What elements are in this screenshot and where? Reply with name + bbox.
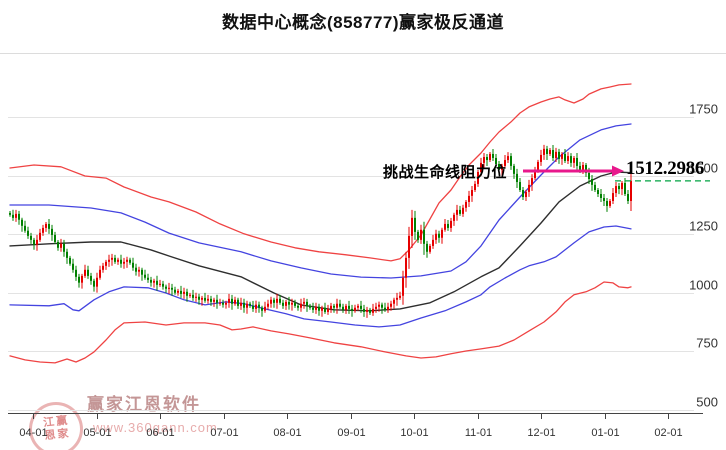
x-tick-label: 01-01 <box>591 427 619 439</box>
title-divider <box>0 53 726 54</box>
x-tick-label: 04-01 <box>19 427 47 439</box>
y-tick-label: 1750 <box>689 102 718 117</box>
candlesticks[interactable] <box>9 144 632 318</box>
x-tick-label: 07-01 <box>210 427 238 439</box>
annotation-price-value: 1512.2986 <box>626 158 705 179</box>
watermark-brand: 赢家江恩软件 <box>87 395 201 414</box>
y-tick-label: 500 <box>696 395 718 410</box>
y-tick-label: 1500 <box>689 161 718 176</box>
gridlines <box>8 117 694 411</box>
page-title: 数据中心概念(858777)赢家极反通道 <box>221 13 505 32</box>
x-tick-label: 10-01 <box>400 427 428 439</box>
x-tick-label: 05-01 <box>83 427 111 439</box>
lifeline-line <box>9 171 632 312</box>
x-tick-label: 12-01 <box>527 427 555 439</box>
x-axis <box>8 413 703 419</box>
channel-lines <box>9 83 632 364</box>
annotation-label: 挑战生命线阻力位 <box>383 164 508 181</box>
y-tick-label: 1000 <box>689 278 718 293</box>
lower-red-band-line <box>9 281 632 364</box>
x-axis-labels: 04-01 05-01 06-01 07-01 08-01 09-01 10-01 11-01… <box>19 427 682 439</box>
annotation-arrow <box>523 165 624 177</box>
y-tick-label: 1250 <box>689 219 718 234</box>
x-tick-label: 02-01 <box>654 427 682 439</box>
upper-red-band-line <box>9 83 632 262</box>
x-tick-label: 06-01 <box>146 427 174 439</box>
y-axis-labels: 1750 1500 1250 1000 750 500 <box>689 102 718 410</box>
x-tick-label: 08-01 <box>273 427 301 439</box>
lower-blue-band-line <box>9 225 632 328</box>
upper-blue-band-line <box>9 123 632 279</box>
arrow-head-icon <box>612 165 624 177</box>
x-tick-label: 11-01 <box>465 427 492 439</box>
watermark-site: www.360gann.com <box>93 420 218 435</box>
x-tick-label: 09-01 <box>337 427 365 439</box>
y-tick-label: 750 <box>696 336 718 351</box>
